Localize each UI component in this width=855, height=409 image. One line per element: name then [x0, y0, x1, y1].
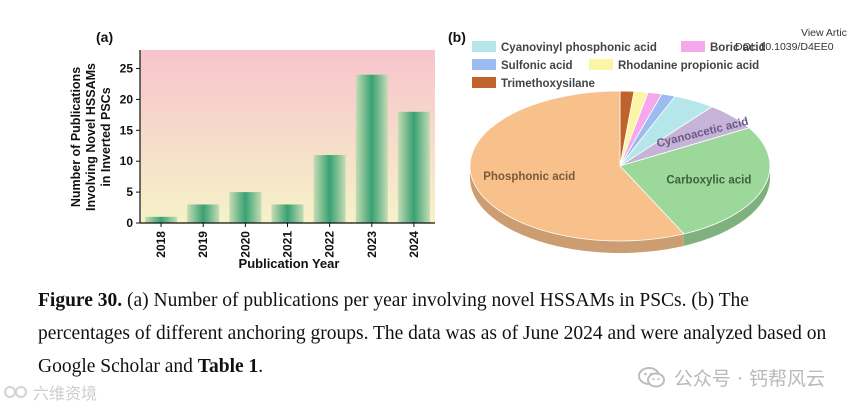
pie-legend: Cyanovinyl phosphonic acid Boric acid Sulf…	[472, 41, 766, 90]
legend-swatch	[589, 59, 613, 70]
y-axis-title-line-2: Involving Novel HSSAMs	[84, 63, 98, 211]
y-tick-label: 0	[126, 216, 133, 230]
bar-2019	[187, 204, 220, 223]
pie-chart-panel: (b) Cyanovinyl phosphonic acid Boric acid…	[448, 29, 771, 253]
caption-text-1: (a) Number of publications per year invo…	[38, 290, 827, 377]
y-axis-title-line-3: in Inverted PSCs	[99, 87, 113, 186]
figure-caption: Figure 30. (a) Number of publications pe…	[38, 284, 838, 383]
pie-side-phosphonic-acid	[470, 166, 684, 253]
view-article-text[interactable]: View Artic	[801, 27, 847, 39]
legend-swatch	[472, 59, 496, 70]
table-reference: Table 1	[197, 356, 259, 377]
legend-swatch	[472, 41, 496, 52]
legend-entry-sulfonic-acid: Sulfonic acid	[501, 60, 573, 72]
plot-background	[140, 50, 435, 223]
doi-text: DOI: 10.1039/D4EE0	[735, 41, 834, 53]
x-tick-label: 2018	[154, 231, 168, 258]
pie-slice-carboxylic-acid	[619, 127, 771, 235]
bar-2021	[271, 204, 304, 223]
y-tick-label: 25	[120, 62, 134, 76]
watermark-left: 六维资境	[4, 380, 97, 404]
pie-slice-phosphonic-acid	[469, 90, 685, 242]
view-article-link[interactable]: View Artic DOI: 10.1039/D4EE0	[735, 26, 855, 54]
legend-entry-boric-acid: Boric acid	[710, 42, 766, 54]
pie-side-carboxylic-acid	[683, 166, 770, 246]
y-tick-label: 20	[120, 92, 134, 106]
legend-swatch	[472, 77, 496, 88]
bar-2020	[229, 192, 262, 223]
x-tick-label: 2020	[238, 231, 252, 258]
y-axis-title-line-1: Number of Publications	[69, 67, 83, 207]
watermark-left-text: 六维资境	[33, 384, 98, 403]
y-axis-title: Number of Publications Involving Novel H…	[69, 63, 113, 211]
x-tick-label: 2024	[407, 231, 421, 258]
x-tick-label: 2022	[323, 231, 337, 258]
watermark-right-text: 公众号 · 钙帮风云	[673, 368, 825, 390]
panel-b-label: (b)	[448, 29, 466, 45]
panel-a-label: (a)	[96, 29, 113, 45]
pie-label-carboxylic-acid: Carboxylic acid	[666, 175, 751, 187]
legend-swatch	[681, 41, 705, 52]
pie-label-phosphonic-acid: Phosphonic acid	[483, 171, 575, 183]
bar-2024	[397, 111, 430, 223]
figure-canvas: (a) 0 5 10 15 20 25 2018 2019 2020 2021 2022 2023 2…	[69, 29, 771, 271]
y-tick-label: 10	[120, 154, 134, 168]
y-tick-label: 5	[126, 185, 133, 199]
bar-2022	[313, 155, 346, 223]
legend-entry-cyanovinyl-phosphonic-acid: Cyanovinyl phosphonic acid	[501, 42, 657, 54]
bar-2018	[145, 216, 178, 223]
bar-2023	[355, 74, 388, 223]
watermark-logo-icon	[4, 386, 27, 398]
x-tick-label: 2019	[196, 231, 210, 258]
y-tick-label: 15	[120, 123, 134, 137]
x-tick-label: 2021	[281, 231, 295, 258]
x-tick-label: 2023	[365, 231, 379, 258]
legend-entry-trimethoxysilane: Trimethoxysilane	[501, 78, 595, 90]
x-axis-title: Publication Year	[239, 256, 340, 271]
watermark-right: 公众号 · 钙帮风云	[637, 364, 825, 391]
wechat-icon	[637, 366, 665, 387]
figure-label: Figure 30.	[38, 290, 123, 311]
bar-chart-panel: (a) 0 5 10 15 20 25 2018 2019 2020 2021 2022 2023 2…	[69, 29, 435, 271]
caption-text-2: .	[258, 356, 264, 377]
legend-entry-rhodanine-propionic-acid: Rhodanine propionic acid	[618, 60, 759, 72]
